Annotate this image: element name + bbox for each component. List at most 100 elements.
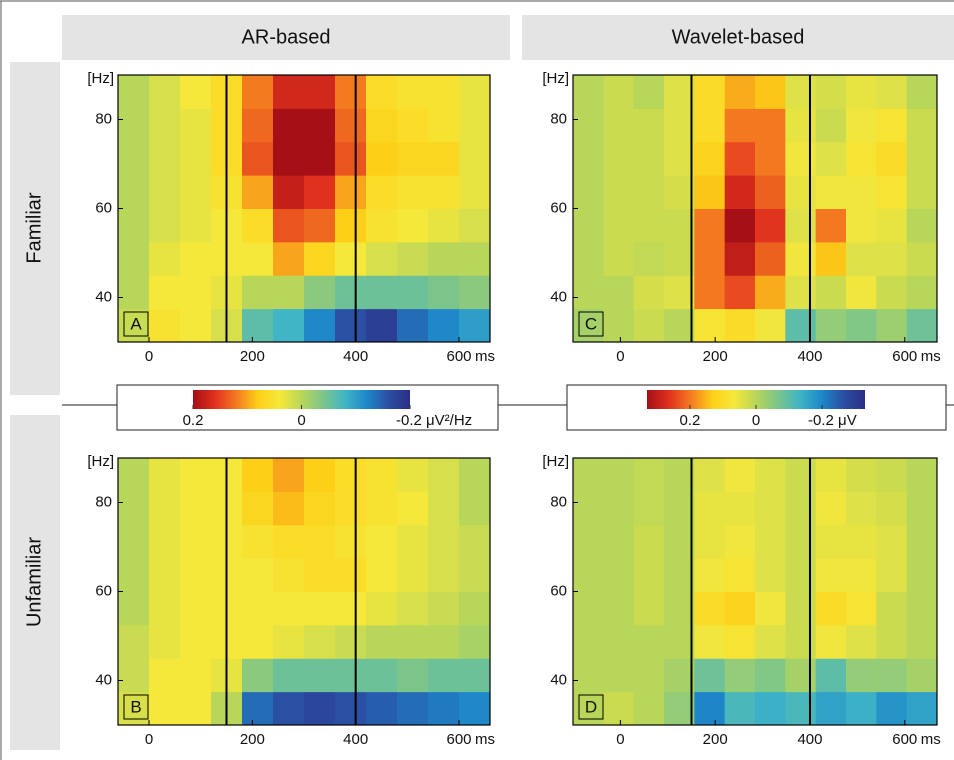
heatmap-cell xyxy=(573,275,604,310)
heatmap-cell xyxy=(397,558,429,592)
heatmap-cell xyxy=(694,524,726,559)
heatmap-cell xyxy=(603,658,635,693)
heatmap-cell xyxy=(118,108,150,143)
y-tick-label: 40 xyxy=(95,671,112,688)
heatmap-cell xyxy=(397,658,429,693)
heatmap-cell xyxy=(664,275,695,310)
heatmap-cell xyxy=(906,175,938,209)
heatmap-cell xyxy=(428,624,460,659)
heatmap-cell xyxy=(876,458,908,492)
heatmap-cell xyxy=(397,591,429,626)
heatmap-cell xyxy=(664,308,695,343)
heatmap-cell xyxy=(664,208,695,243)
heatmap-cell xyxy=(603,591,635,626)
heatmap-cell xyxy=(335,458,367,492)
heatmap-cell xyxy=(573,108,604,143)
heatmap-cell xyxy=(118,558,150,592)
heatmap-cell xyxy=(906,308,938,343)
heatmap-cell xyxy=(118,275,150,310)
column-header-box xyxy=(62,15,510,60)
heatmap-cell xyxy=(366,75,398,109)
heatmap-cell xyxy=(273,175,305,209)
heatmap-cell xyxy=(397,141,429,176)
heatmap-cell xyxy=(273,141,305,176)
heatmap-cell xyxy=(459,524,491,559)
heatmap-cell xyxy=(304,275,336,310)
heatmap-cell xyxy=(459,658,491,693)
x-tick-label: 0 xyxy=(145,731,153,748)
heatmap-cell xyxy=(724,308,756,343)
heatmap-cell xyxy=(664,458,695,492)
heatmap-cell xyxy=(815,624,847,659)
heatmap-cell xyxy=(785,524,817,559)
heatmap-cell xyxy=(180,458,212,492)
heatmap-cell xyxy=(633,658,665,693)
heatmap-cell xyxy=(304,658,336,693)
heatmap-cell xyxy=(242,691,274,726)
heatmap-cell xyxy=(180,691,212,726)
heatmap-cell xyxy=(304,558,336,592)
colorbar-tick-label: 0 xyxy=(752,412,760,429)
y-unit: [Hz] xyxy=(542,70,569,87)
heatmap-cell xyxy=(459,308,491,343)
heatmap-cell xyxy=(815,241,847,276)
heatmap-cell xyxy=(785,491,817,526)
heatmap-cell xyxy=(335,624,367,659)
heatmap-cell xyxy=(273,208,305,243)
heatmap-cell xyxy=(694,208,726,243)
heatmap-cell xyxy=(876,524,908,559)
heatmap-cell xyxy=(603,141,635,176)
panel-label-box xyxy=(123,694,149,720)
heatmap-cell xyxy=(573,524,604,559)
heatmap-cell xyxy=(573,624,604,659)
heatmap-cell xyxy=(366,591,398,626)
heatmap-cell xyxy=(906,241,938,276)
heatmap-cell xyxy=(459,108,491,143)
heatmap-cell xyxy=(242,308,274,343)
heatmap-cell xyxy=(755,141,786,176)
heatmap-cell xyxy=(755,458,786,492)
heatmap-cell xyxy=(755,241,786,276)
heatmap-cell xyxy=(180,591,212,626)
heatmap-cell xyxy=(846,308,877,343)
heatmap-cell xyxy=(366,208,398,243)
heatmap-cell xyxy=(815,691,847,726)
heatmap-cell xyxy=(785,75,817,109)
heatmap-cell xyxy=(335,591,367,626)
heatmap-cell xyxy=(428,275,460,310)
y-unit: [Hz] xyxy=(87,453,114,470)
heatmap-cell xyxy=(335,275,367,310)
panel-label: B xyxy=(130,697,141,716)
x-unit: ms xyxy=(921,348,941,365)
heatmap-cell xyxy=(815,208,847,243)
heatmap-cell xyxy=(876,175,908,209)
heatmap-cell xyxy=(664,141,695,176)
heatmap-cell xyxy=(694,108,726,143)
heatmap-cell xyxy=(846,141,877,176)
heatmap-cell xyxy=(785,141,817,176)
heatmap-cell xyxy=(304,524,336,559)
heatmap-cell xyxy=(664,75,695,109)
heatmap-cell xyxy=(366,458,398,492)
heatmap-cell xyxy=(573,658,604,693)
heatmap-cell xyxy=(755,524,786,559)
heatmap-cell xyxy=(118,175,150,209)
heatmap-cell xyxy=(304,108,336,143)
heatmap-cell xyxy=(397,275,429,310)
x-tick-label: 0 xyxy=(145,348,153,365)
heatmap-cell xyxy=(603,491,635,526)
heatmap-cell xyxy=(573,591,604,626)
heatmap-cell xyxy=(664,491,695,526)
heatmap-cell xyxy=(304,75,336,109)
heatmap-cell xyxy=(428,591,460,626)
heatmap-cell xyxy=(603,175,635,209)
heatmap-cell xyxy=(459,558,491,592)
x-tick-label: 400 xyxy=(797,348,822,365)
y-tick-label: 40 xyxy=(550,288,567,305)
heatmap-cell xyxy=(785,691,817,726)
heatmap-cell xyxy=(242,591,274,626)
heatmap-cell xyxy=(785,458,817,492)
heatmap-cell xyxy=(633,141,665,176)
heatmap-cell xyxy=(118,141,150,176)
heatmap-cell xyxy=(180,208,212,243)
